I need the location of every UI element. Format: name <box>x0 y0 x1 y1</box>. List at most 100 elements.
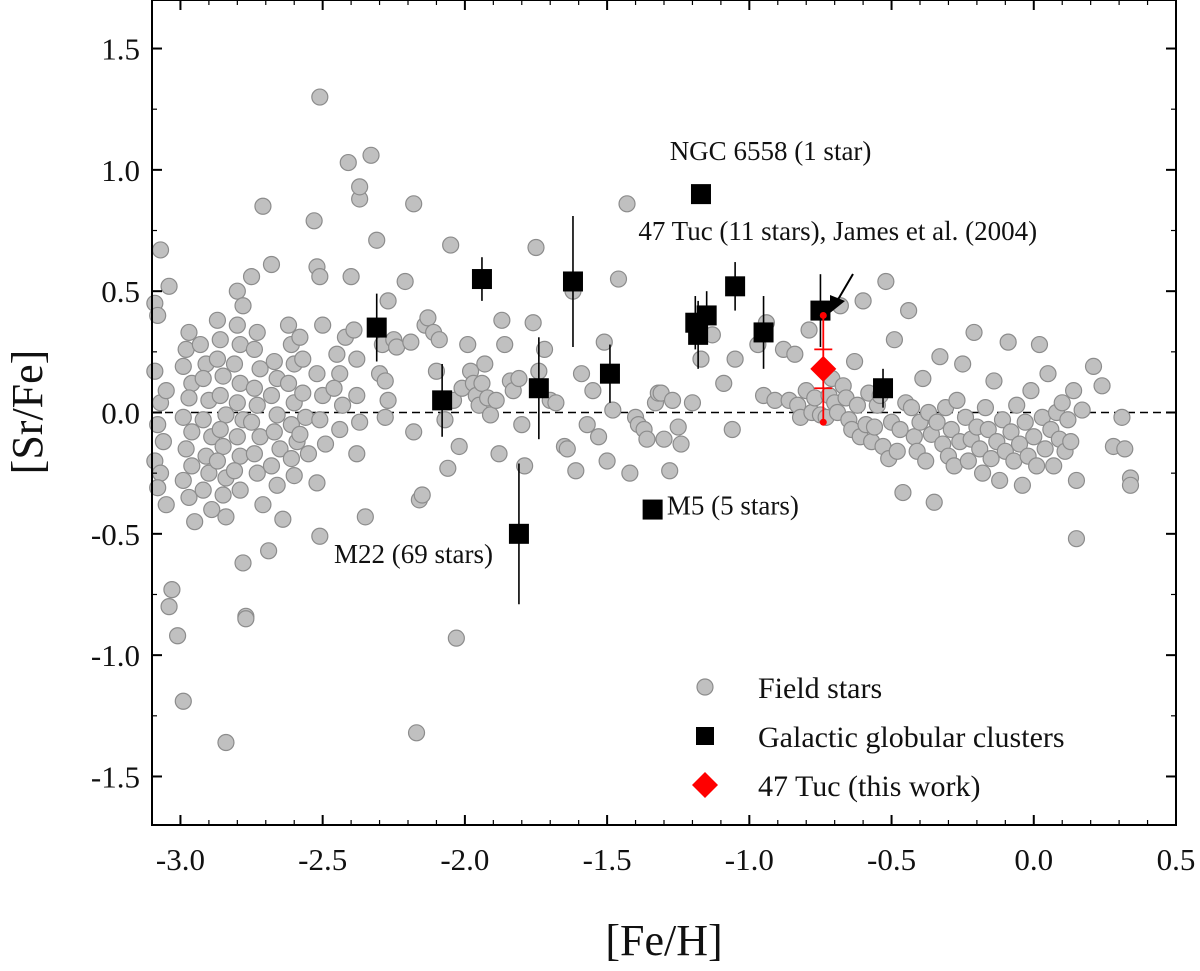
field-star-point <box>328 345 346 363</box>
field-star-point <box>308 474 326 492</box>
x-tick-label: 0.5 <box>1157 842 1196 877</box>
field-star-point <box>308 365 326 383</box>
field-star-point <box>248 396 266 414</box>
field-star-point <box>459 335 477 354</box>
cluster-point <box>599 363 620 384</box>
field-star-point <box>405 423 423 441</box>
field-star-point <box>496 335 514 354</box>
field-star-point <box>351 178 369 196</box>
y-tick-label: 0.0 <box>101 396 140 431</box>
field-star-point <box>228 282 246 300</box>
legend: Field stars Galactic globular clusters 4… <box>692 672 1065 803</box>
tuc-point <box>810 355 837 382</box>
field-star-point <box>305 212 323 230</box>
y-axis-title: [Sr/Fe] <box>3 350 52 475</box>
legend-clusters-label: Galactic globular clusters <box>758 721 1065 754</box>
field-star-point <box>1030 335 1049 354</box>
field-star-point <box>1002 423 1020 441</box>
x-tick-label: -2.0 <box>440 842 489 877</box>
field-star-point <box>669 418 687 436</box>
field-star-point <box>203 500 221 519</box>
field-star-point <box>405 195 423 213</box>
field-star-point <box>183 457 201 475</box>
field-star-point <box>427 362 446 380</box>
field-star-point <box>268 476 286 494</box>
x-tick-label: -1.0 <box>725 842 774 877</box>
field-star-point <box>348 386 366 405</box>
field-star-point <box>376 408 394 426</box>
field-star-point <box>214 437 232 456</box>
field-star-point <box>183 423 201 441</box>
field-star-point <box>1013 476 1032 494</box>
field-star-point <box>262 457 281 475</box>
legend-tuc-label: 47 Tuc (this work) <box>758 770 981 803</box>
field-star-point <box>180 389 198 407</box>
field-star-point <box>174 357 192 375</box>
field-star-point <box>1113 408 1131 426</box>
field-star-point <box>149 416 167 434</box>
field-star-point <box>154 433 172 451</box>
field-star-point <box>609 270 628 288</box>
field-star-point <box>547 394 565 412</box>
field-star-point <box>786 345 804 363</box>
field-star-point <box>914 369 932 388</box>
field-star-point <box>274 510 292 528</box>
field-star-point <box>430 331 448 349</box>
y-tick-label: -0.5 <box>91 517 140 552</box>
field-star-point <box>516 457 534 475</box>
field-star-point <box>151 241 170 259</box>
cluster-point <box>642 499 663 520</box>
field-star-point <box>177 340 195 359</box>
field-star-point <box>900 301 918 320</box>
field-star-point <box>1053 394 1071 412</box>
cluster-point <box>528 378 549 399</box>
field-star-point <box>234 554 252 572</box>
field-star-point <box>436 411 454 429</box>
field-star-point <box>311 411 329 429</box>
cluster-point <box>690 184 711 205</box>
annotations: NGC 6558 (1 star) 47 Tuc (11 stars), Jame… <box>334 136 1037 569</box>
field-star-point <box>692 350 710 368</box>
field-star-point <box>1073 401 1091 419</box>
field-star-point <box>254 197 272 215</box>
field-star-point <box>931 348 949 366</box>
field-star-point <box>524 314 542 332</box>
field-star-point <box>971 440 989 458</box>
x-axis-ticks: -3.0 -2.5 -2.0 -1.5 -1.0 -0.5 0.0 0.5 <box>156 0 1195 877</box>
field-star-point <box>976 399 995 417</box>
field-star-point <box>442 236 460 254</box>
annotation-label: M22 (69 stars) <box>334 539 493 569</box>
y-tick-label: -1.5 <box>91 759 140 794</box>
field-star-point <box>982 450 1000 468</box>
field-star-point <box>368 231 386 249</box>
field-star-point <box>595 333 613 351</box>
field-star-point <box>314 316 332 334</box>
field-star-point <box>231 481 249 499</box>
y-tick-label: 1.0 <box>101 153 140 188</box>
field-star-point <box>262 255 281 274</box>
cluster-point <box>366 317 387 338</box>
field-star-point <box>589 428 608 446</box>
y-axis-ticks: -1.5 -1.0 -0.5 0.0 0.5 1.0 1.5 <box>91 32 1176 794</box>
y-tick-label: -1.0 <box>91 638 140 673</box>
field-star-point <box>891 420 909 439</box>
cluster-point <box>753 322 774 343</box>
field-star-point <box>979 420 997 439</box>
field-star-point <box>655 430 673 448</box>
field-star-point <box>578 416 596 434</box>
field-star-point <box>163 581 181 599</box>
field-star-point <box>925 493 943 511</box>
field-star-point <box>282 450 300 468</box>
field-star-point <box>291 328 309 346</box>
field-star-point <box>180 488 198 507</box>
field-star-point <box>902 399 921 417</box>
field-star-point <box>1067 530 1086 548</box>
field-star-point <box>294 350 312 368</box>
field-star-point <box>160 277 178 295</box>
field-star-point <box>291 425 309 443</box>
legend-field-stars-marker <box>696 678 714 696</box>
field-star-point <box>1064 382 1083 400</box>
field-star-point <box>1067 471 1086 490</box>
legend-tuc-marker <box>692 772 718 798</box>
